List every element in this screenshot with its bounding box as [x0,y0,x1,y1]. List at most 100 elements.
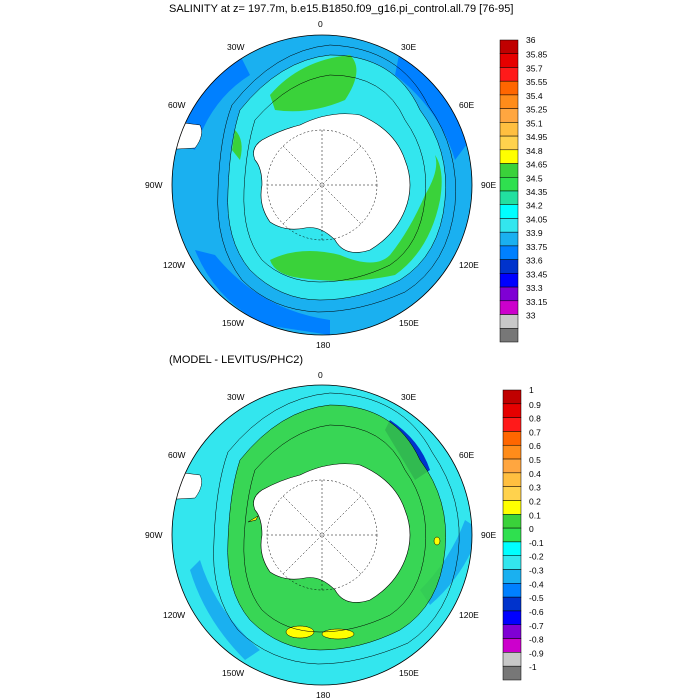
longitude-labels: 0 30E 60E 90E 120E 150E 180 150W 120W 90… [145,19,496,350]
colorbar-label: 0.5 [529,455,541,465]
colorbar-swatch [502,541,522,556]
high-anomaly-spot [321,628,355,640]
colorbar-swatch [499,204,519,219]
colorbar-label: 33.45 [526,269,548,279]
colorbar-label: 0.3 [529,483,541,493]
colorbar-label: -0.7 [529,621,544,631]
colorbar-label: 0.8 [529,414,541,424]
colorbar-label: 33.75 [526,242,548,252]
map-boundary [171,34,473,336]
colorbar-swatch [499,122,519,137]
lon-label: 150W [222,668,244,678]
colorbar-swatch [502,596,522,612]
map-boundary [171,384,473,686]
colorbar-swatch [499,94,519,109]
high-anomaly-spot [433,536,441,546]
difference-colorbar: 1 0.9 0.8 0.7 0.6 0.5 0.4 0.3 0.2 0.1 0 -0.1 -0.2 -0.… [502,385,544,681]
lon-label: 60W [168,100,185,110]
colorbar-label: 33.9 [526,228,543,238]
colorbar-label: 35.85 [526,50,548,60]
colorbar-label: -0.2 [529,552,544,562]
colorbar-swatch [499,231,519,247]
colorbar-swatch [502,569,522,584]
longitude-labels: 0 30E 60E 90E 120E 150E 180 150W 120W 90… [145,370,496,700]
map-title: SALINITY at z= 197.7m, b.e15.B1850.f09_g… [169,3,514,15]
colorbar-label: 34.05 [526,214,548,224]
salinity-map [171,34,473,336]
colorbar-swatch [499,259,519,274]
colorbar-swatch [499,39,519,54]
colorbar-label: 0 [529,524,534,534]
colorbar-swatch [499,135,519,151]
colorbar-label: -0.5 [529,593,544,603]
lon-label: 30W [227,42,244,52]
high-anomaly-spot [285,625,315,639]
colorbar-label: 33.6 [526,256,543,266]
lon-label: 120E [459,610,479,620]
map-title: (MODEL - LEVITUS/PHC2) [169,354,304,366]
colorbar-label: 34.8 [526,146,543,156]
colorbar-label: 34.2 [526,201,543,211]
colorbar-label: 0.7 [529,427,541,437]
colorbar-swatch [502,665,522,681]
low-salinity-region [195,250,330,335]
colorbar-swatch [502,403,522,418]
lon-label: 90W [145,530,162,540]
colorbar-swatch [499,190,519,205]
colorbar-swatch [499,177,519,192]
colorbar-swatch [499,163,519,178]
colorbar-label: 33 [526,311,536,321]
colorbar-label: 35.4 [526,91,543,101]
negative-anomaly-region [190,560,260,660]
contour-lines [217,44,456,313]
graticule [266,129,378,241]
high-salinity-region [232,130,242,160]
lon-label: 120W [163,610,185,620]
colorbar-swatch [499,328,519,343]
lon-label: 0 [318,19,323,29]
colorbar-label: 36 [526,35,536,45]
colorbar-label: 33.15 [526,297,548,307]
colorbar-swatch [499,273,519,288]
high-anomaly-spot [247,515,259,523]
colorbar-swatch [499,300,519,315]
colorbar-label: 0.6 [529,441,541,451]
colorbar-label: 1 [529,385,534,395]
colorbar-label: -1 [529,662,537,672]
colorbar-label: -0.3 [529,566,544,576]
colorbar-swatch [499,149,519,164]
contour-lines [213,392,460,665]
colorbar-label: -0.8 [529,635,544,645]
colorbar-swatch [499,80,519,96]
colorbar-swatch [502,583,522,598]
colorbar-label: 35.55 [526,77,548,87]
colorbar-label: -0.6 [529,607,544,617]
colorbar-swatch [499,218,519,233]
colorbar-label: 34.95 [526,132,548,142]
high-salinity-region [270,155,442,281]
colorbar-label: 0.4 [529,469,541,479]
colorbar-swatch [502,444,522,460]
colorbar-swatch [502,431,522,446]
colorbar-swatch [502,652,522,667]
lon-label: 180 [316,340,330,350]
colorbar-label: -0.1 [529,538,544,548]
lon-label: 120E [459,260,479,270]
colorbar-swatch [499,314,519,329]
lon-label: 150E [399,318,419,328]
colorbar-swatch [499,53,519,68]
colorbar-swatch [502,472,522,487]
colorbar-label: 34.65 [526,160,548,170]
colorbar-label: 35.1 [526,118,543,128]
colorbar-label: 35.7 [526,63,543,73]
lon-label: 150W [222,318,244,328]
colorbar-swatch [502,500,522,515]
colorbar-swatch [502,486,522,501]
lon-label: 90E [481,530,496,540]
lon-label: 180 [316,690,330,700]
lon-label: 0 [318,370,323,380]
colorbar-label: 0.2 [529,496,541,506]
colorbar-label: 34.5 [526,173,543,183]
colorbar-label: 33.3 [526,283,543,293]
lon-label: 60W [168,450,185,460]
